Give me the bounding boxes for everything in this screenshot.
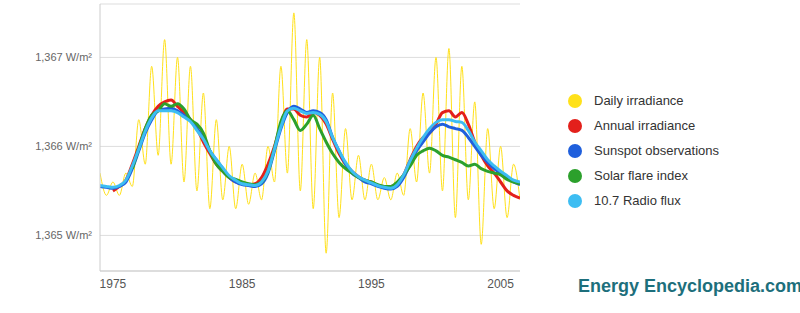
svg-text:1995: 1995 bbox=[358, 277, 385, 291]
svg-text:1,365 W/m²: 1,365 W/m² bbox=[35, 229, 92, 241]
svg-text:1985: 1985 bbox=[229, 277, 256, 291]
svg-text:1,366 W/m²: 1,366 W/m² bbox=[35, 140, 92, 152]
html-text:Sunspot observations: Sunspot observations bbox=[594, 143, 719, 158]
html-text:Annual irradiance: Annual irradiance bbox=[594, 118, 696, 133]
html-text:Solar flare index: Solar flare index bbox=[594, 168, 688, 183]
html-text:10.7 Radio flux: 10.7 Radio flux bbox=[594, 193, 681, 208]
svg-text:1975: 1975 bbox=[100, 277, 127, 291]
svg-text:2005: 2005 bbox=[487, 277, 514, 291]
svg-text:1,367 W/m²: 1,367 W/m² bbox=[35, 51, 92, 63]
html-text:Daily irradiance: Daily irradiance bbox=[594, 93, 684, 108]
